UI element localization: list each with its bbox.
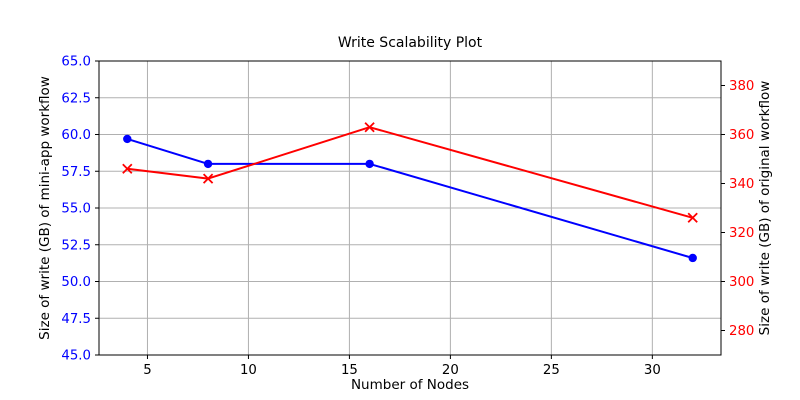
x-tick-label: 15 xyxy=(341,363,358,378)
left-y-tick-label: 65.0 xyxy=(61,55,91,70)
right-y-tick-label: 340 xyxy=(729,177,754,192)
right-y-tick-label: 300 xyxy=(729,275,754,290)
series-line-original-workflow xyxy=(127,126,693,219)
x-tick-label: 30 xyxy=(644,363,661,378)
left-y-tick-label: 50.0 xyxy=(61,275,91,290)
left-y-tick-label: 45.0 xyxy=(61,349,91,364)
left-y-tick-label: 55.0 xyxy=(61,202,91,217)
right-y-tick-label: 280 xyxy=(729,324,754,339)
left-y-tick-label: 62.5 xyxy=(61,91,91,106)
marker-x xyxy=(687,212,698,223)
x-tick-label: 25 xyxy=(543,363,560,378)
marker-circle xyxy=(688,253,697,263)
marker-x xyxy=(202,173,214,184)
x-tick-label: 20 xyxy=(442,363,459,378)
x-tick-label: 5 xyxy=(143,363,151,378)
series-line-mini-app-workflow xyxy=(127,137,693,259)
marker-x xyxy=(364,122,375,133)
marker-x xyxy=(122,163,133,174)
marker-circle xyxy=(203,159,213,169)
right-y-tick-label: 360 xyxy=(729,128,754,143)
x-axis-label: Number of Nodes xyxy=(350,377,470,393)
chart-title: Write Scalability Plot xyxy=(337,35,483,51)
marker-circle xyxy=(123,134,132,144)
marker-circle xyxy=(365,159,374,169)
right-y-tick-label: 380 xyxy=(729,79,754,94)
left-y-tick-label: 57.5 xyxy=(61,165,91,180)
axes-spines xyxy=(98,60,722,356)
right-y-tick-label: 320 xyxy=(729,226,754,241)
x-tick-label: 10 xyxy=(240,363,257,378)
left-y-tick-label: 52.5 xyxy=(61,238,91,253)
left-y-tick-label: 47.5 xyxy=(61,312,91,327)
left-y-tick-label: 60.0 xyxy=(61,128,91,143)
